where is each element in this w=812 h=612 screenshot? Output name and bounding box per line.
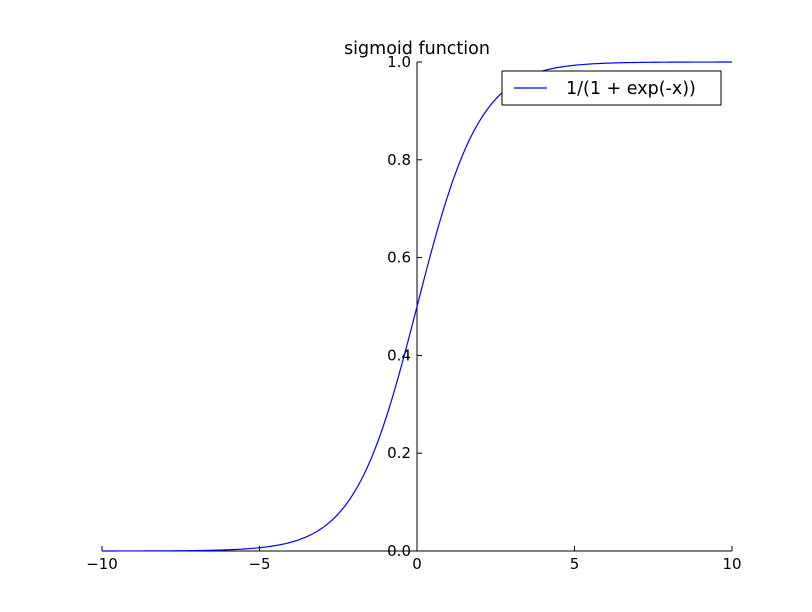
x-tick-label: −10 bbox=[86, 555, 118, 573]
chart-title: sigmoid function bbox=[344, 39, 490, 59]
series-line-sigmoid bbox=[102, 61, 732, 552]
axes-layer: −10 −5 0 5 10 0.0 0.2 0.4 0.6 0.8 1.0 bbox=[86, 53, 741, 573]
y-tick-label: 0.0 bbox=[387, 542, 411, 560]
x-tick-label: 5 bbox=[570, 555, 580, 573]
y-tick-label: 0.2 bbox=[387, 444, 411, 462]
x-tick-label: 0 bbox=[412, 555, 422, 573]
series-layer bbox=[102, 61, 732, 552]
y-tick-label: 0.4 bbox=[387, 346, 411, 364]
y-tick-label: 1.0 bbox=[387, 53, 411, 71]
legend-entry-label: 1/(1 + exp(-x)) bbox=[566, 79, 696, 99]
y-tick-label: 0.8 bbox=[387, 151, 411, 169]
x-tick-label: −5 bbox=[248, 555, 270, 573]
x-tick-label: 10 bbox=[722, 555, 741, 573]
legend: 1/(1 + exp(-x)) bbox=[501, 70, 722, 106]
y-tick-label: 0.6 bbox=[387, 249, 411, 267]
